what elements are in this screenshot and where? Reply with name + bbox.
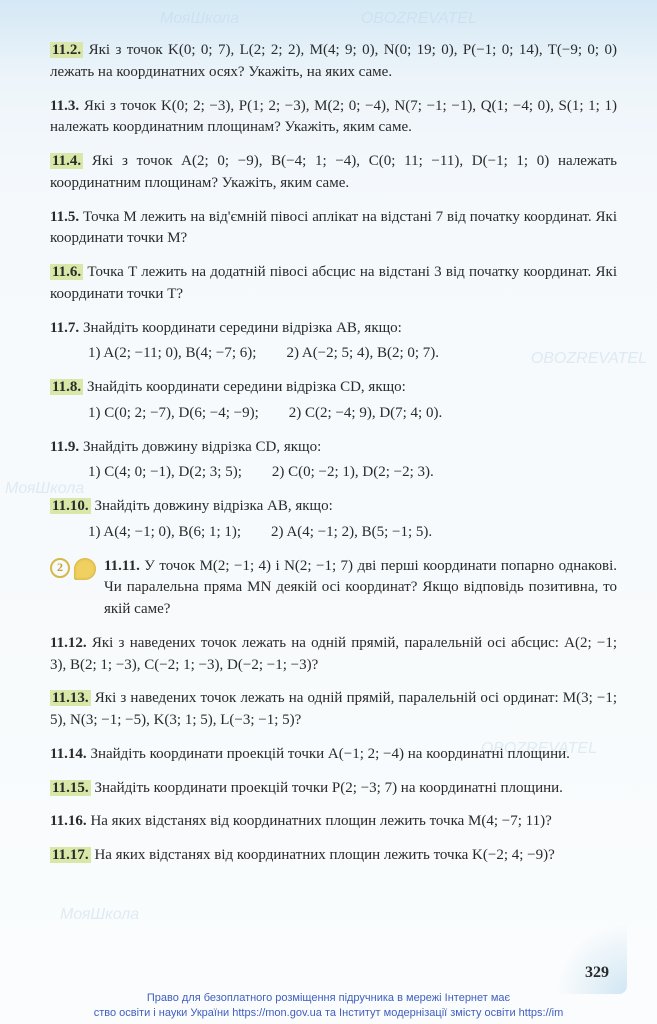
sub-item: 2) C(2; −4; 9), D(7; 4; 0).	[289, 403, 442, 425]
problem-text: Знайдіть координати середини відрізка AB…	[79, 320, 402, 336]
problem: 11.10. Знайдіть довжину відрізка AB, якщ…	[50, 496, 617, 544]
sub-item: 2) A(−2; 5; 4), B(2; 0; 7).	[286, 343, 439, 365]
problem-text: Точка M лежить на від'ємній півосі аплік…	[50, 209, 617, 247]
problem-text: Знайдіть координати середини відрізка CD…	[83, 379, 406, 395]
problem-text: Які з наведених точок лежать на одній пр…	[50, 690, 617, 728]
sub-item: 2) C(0; −2; 1), D(2; −2; 3).	[272, 462, 434, 484]
footer-line: Право для безоплатного розміщення підруч…	[0, 991, 657, 1005]
problem-text: Знайдіть координати проекцій точки A(−1;…	[87, 746, 570, 762]
problem: 11.15. Знайдіть координати проекцій точк…	[50, 778, 617, 800]
sub-item: 1) C(0; 2; −7), D(6; −4; −9);	[88, 403, 259, 425]
problem: 11.8. Знайдіть координати середини відрі…	[50, 377, 617, 425]
problem: 11.17. На яких відстанях від координатни…	[50, 845, 617, 867]
problem: 11.14. Знайдіть координати проекцій точк…	[50, 744, 617, 766]
key-icon	[74, 558, 96, 580]
watermark: OBOZREVATEL	[361, 10, 477, 28]
problem-text: Знайдіть координати проекцій точки P(2; …	[91, 780, 563, 796]
problem-text: Точка T лежить на додатній півосі абсцис…	[50, 264, 617, 302]
problem-number: 11.16.	[50, 813, 87, 829]
problem-text: Які з точок K(0; 2; −3), P(1; 2; −3), M(…	[50, 98, 617, 136]
problem-number: 11.5.	[50, 209, 79, 225]
problem: 11.4. Які з точок A(2; 0; −9), B(−4; 1; …	[50, 151, 617, 195]
watermark: МояШкола	[160, 10, 239, 28]
problems-list: 11.2. Які з точок K(0; 0; 7), L(2; 2; 2)…	[50, 40, 617, 867]
problem-number: 11.2.	[50, 42, 83, 58]
problem: 11.16. На яких відстанях від координатни…	[50, 811, 617, 833]
problem-text: Які з точок A(2; 0; −9), B(−4; 1; −4), C…	[50, 153, 617, 191]
problem: 11.12. Які з наведених точок лежать на о…	[50, 633, 617, 677]
sub-item: 1) A(2; −11; 0), B(4; −7; 6);	[88, 343, 256, 365]
problem-number: 11.11.	[104, 558, 140, 574]
problem: 11.7. Знайдіть координати середини відрі…	[50, 318, 617, 366]
page-number: 329	[585, 964, 609, 982]
problem: 211.11. У точок M(2; −1; 4) і N(2; −1; 7…	[50, 556, 617, 621]
problem-number: 11.17.	[50, 847, 91, 863]
problem-number: 11.12.	[50, 635, 87, 651]
problem-text: Знайдіть довжину відрізка CD, якщо:	[79, 439, 321, 455]
problem-number: 11.4.	[50, 153, 83, 169]
problem: 11.6. Точка T лежить на додатній півосі …	[50, 262, 617, 306]
problem: 11.3. Які з точок K(0; 2; −3), P(1; 2; −…	[50, 96, 617, 140]
problem: 11.5. Точка M лежить на від'ємній півосі…	[50, 207, 617, 251]
problem-number: 11.14.	[50, 746, 87, 762]
problem-number: 11.10.	[50, 498, 91, 514]
problem-number: 11.7.	[50, 320, 79, 336]
problem-text: На яких відстанях від координатних площи…	[91, 847, 555, 863]
problem-number: 11.15.	[50, 780, 91, 796]
problem-text: Знайдіть довжину відрізка AB, якщо:	[91, 498, 333, 514]
footer-line: ство освіти і науки України https://mon.…	[0, 1006, 657, 1020]
circle-number-icon: 2	[50, 558, 70, 578]
page-corner-decoration	[557, 924, 627, 994]
sub-item: 1) C(4; 0; −1), D(2; 3; 5);	[88, 462, 242, 484]
problem-number: 11.9.	[50, 439, 79, 455]
problem: 11.9. Знайдіть довжину відрізка CD, якщо…	[50, 437, 617, 485]
problem: 11.2. Які з точок K(0; 0; 7), L(2; 2; 2)…	[50, 40, 617, 84]
problem-number: 11.3.	[50, 98, 79, 114]
problem-text: Які з наведених точок лежать на одній пр…	[50, 635, 617, 673]
problem-text: Які з точок K(0; 0; 7), L(2; 2; 2), M(4;…	[50, 42, 617, 80]
problem: 11.13. Які з наведених точок лежать на о…	[50, 688, 617, 732]
watermark: МояШкола	[60, 906, 139, 924]
problem-number: 11.8.	[50, 379, 83, 395]
problem-number: 11.6.	[50, 264, 83, 280]
sub-item: 2) A(4; −1; 2), B(5; −1; 5).	[271, 522, 432, 544]
problem-number: 11.13.	[50, 690, 91, 706]
footer-text: Право для безоплатного розміщення підруч…	[0, 991, 657, 1020]
problem-text: На яких відстанях від координатних площи…	[87, 813, 552, 829]
problem-icons: 2	[50, 558, 96, 580]
sub-item: 1) A(4; −1; 0), B(6; 1; 1);	[88, 522, 241, 544]
